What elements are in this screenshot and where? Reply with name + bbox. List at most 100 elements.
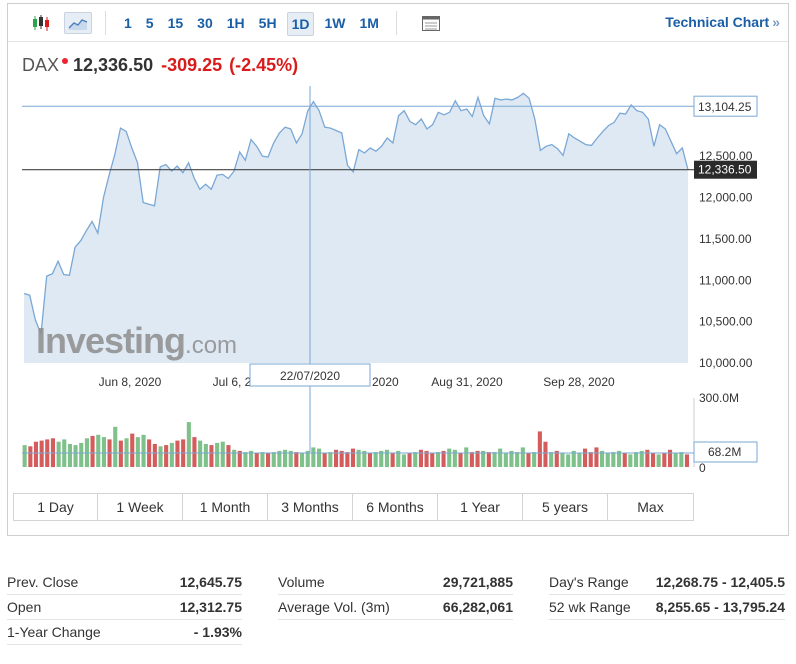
- volume-bar: [73, 445, 78, 467]
- volume-bar: [492, 452, 497, 467]
- price-series: [23, 92, 689, 364]
- volume-bar: [634, 452, 639, 467]
- volume-bar: [79, 442, 84, 467]
- stat-row: Volume 29,721,885: [278, 570, 513, 595]
- price-chart[interactable]: 13,104.25 12,500.00 12,000.00 11,500.00 11,0…: [0, 0, 796, 490]
- interval-1m[interactable]: 1M: [359, 15, 379, 31]
- x-tick-label: Sep 28, 2020: [543, 375, 615, 389]
- volume-bar: [254, 453, 259, 467]
- volume-bar: [373, 452, 378, 467]
- range-selector: 1 Day 1 Week 1 Month 3 Months 6 Months 1 Year…: [13, 493, 694, 521]
- volume-bar: [464, 447, 469, 467]
- volume-bar: [28, 446, 33, 467]
- volume-bar: [198, 440, 203, 467]
- y-tick-label: 12,500.00: [699, 149, 753, 163]
- volume-bar: [651, 453, 656, 467]
- candlestick-icon[interactable]: [28, 12, 54, 34]
- range-max[interactable]: Max: [637, 499, 664, 515]
- volume-bar: [67, 444, 72, 467]
- y-tick-label: 11,000.00: [699, 273, 752, 287]
- stat-row: 1-Year Change - 1.93%: [7, 620, 242, 645]
- stats-column-2: Volume 29,721,885 Average Vol. (3m) 66,282,…: [278, 570, 513, 620]
- volume-bar: [232, 449, 237, 468]
- interval-5h[interactable]: 5H: [258, 15, 277, 31]
- volume-bar: [447, 448, 452, 467]
- volume-bar: [249, 450, 254, 467]
- volume-series: [22, 422, 689, 468]
- volume-bar: [684, 454, 689, 467]
- interval-1[interactable]: 1: [124, 15, 132, 31]
- interval-1w[interactable]: 1W: [324, 15, 346, 31]
- volume-bar: [175, 440, 180, 467]
- volume-bar: [362, 450, 367, 467]
- volume-bar: [407, 453, 412, 467]
- volume-bar: [475, 450, 480, 467]
- range-1-month[interactable]: 1 Month: [183, 494, 268, 520]
- volume-bar: [158, 446, 163, 467]
- volume-bar: [141, 434, 146, 467]
- volume-bar: [418, 449, 423, 468]
- interval-5[interactable]: 5: [145, 15, 154, 31]
- calendar-icon[interactable]: [418, 12, 444, 34]
- volume-bar: [96, 434, 101, 467]
- investing-watermark: Investing.com: [36, 320, 237, 362]
- volume-bar: [532, 452, 537, 467]
- volume-bar: [334, 449, 339, 468]
- volume-bar: [283, 449, 288, 468]
- x-tick-label: Jun 8, 2020: [99, 375, 162, 389]
- range-1-year[interactable]: 1 Year: [438, 494, 523, 520]
- range-5-years[interactable]: 5 years: [523, 494, 608, 520]
- stat-row: Day's Range 12,268.75 - 12,405.5: [549, 570, 785, 595]
- y-tick-label: 12,000.00: [699, 191, 753, 205]
- range-3-months[interactable]: 3 Months: [268, 494, 353, 520]
- volume-bar: [560, 453, 565, 467]
- volume-bar: [611, 452, 616, 467]
- x-tick-label: Aug 31, 2020: [431, 375, 503, 389]
- stat-value: 8,255.65 - 13,795.24: [655, 599, 785, 615]
- interval-30[interactable]: 30: [197, 15, 213, 31]
- volume-bar: [401, 454, 406, 467]
- volume-bar: [543, 441, 548, 467]
- volume-bar: [679, 452, 684, 467]
- stat-label: 1-Year Change: [7, 624, 101, 640]
- volume-bar: [498, 448, 503, 467]
- volume-bar: [384, 449, 389, 468]
- range-1-week[interactable]: 1 Week: [98, 494, 183, 520]
- x-tick-label: Jul 6, 2: [213, 375, 252, 389]
- interval-1h[interactable]: 1H: [226, 15, 245, 31]
- volume-bar: [554, 450, 559, 467]
- volume-bar: [583, 448, 588, 467]
- volume-bar: [135, 437, 140, 467]
- volume-bar: [503, 453, 508, 467]
- interval-1d[interactable]: 1D: [286, 12, 315, 36]
- volume-bar: [322, 453, 327, 467]
- interval-15[interactable]: 15: [167, 15, 184, 31]
- volume-bar: [617, 450, 622, 467]
- volume-bar: [243, 452, 248, 467]
- volume-bar: [203, 444, 208, 467]
- interval-selector: 1 5 15 30 1H 5H 1D 1W 1M: [120, 12, 383, 36]
- stat-row: Open 12,312.75: [7, 595, 242, 620]
- crosshair-date-label: 22/07/2020: [280, 369, 340, 383]
- volume-bar: [577, 453, 582, 467]
- watermark-suffix: .com: [185, 332, 238, 359]
- volume-bar: [152, 444, 157, 467]
- volume-max-label: 300.0M: [699, 391, 739, 405]
- volume-bar: [662, 453, 667, 467]
- volume-bar: [390, 453, 395, 467]
- volume-bar: [600, 450, 605, 467]
- area-chart-icon[interactable]: [64, 12, 92, 34]
- last-price-label: 12,336.50: [698, 163, 752, 177]
- range-6-months[interactable]: 6 Months: [353, 494, 438, 520]
- technical-chart-link[interactable]: Technical Chart»: [665, 14, 780, 30]
- stat-value: 12,645.75: [179, 574, 242, 590]
- y-tick-label: 10,000.00: [699, 356, 753, 370]
- axes: 13,104.25 12,500.00 12,000.00 11,500.00 11,0…: [22, 86, 758, 475]
- double-chevron-right-icon: »: [772, 14, 780, 30]
- volume-bar: [277, 450, 282, 467]
- symbol-name: DAX: [22, 55, 60, 75]
- range-1-day[interactable]: 1 Day: [14, 494, 98, 520]
- stat-value: - 1.93%: [193, 624, 242, 640]
- volume-bar: [486, 452, 491, 467]
- volume-bar: [350, 448, 355, 467]
